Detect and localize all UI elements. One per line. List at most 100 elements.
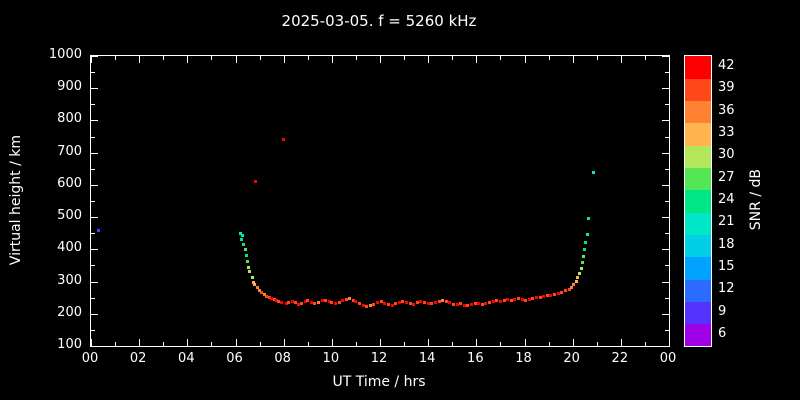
x-minor-tick [548, 342, 550, 346]
data-point [252, 280, 256, 284]
x-minor-tick [115, 342, 117, 346]
data-point [586, 216, 590, 220]
data-point [545, 294, 549, 298]
y-minor-tick [665, 72, 669, 74]
x-tick [187, 339, 189, 346]
y-minor-tick [91, 265, 95, 267]
y-tick [91, 281, 98, 283]
data-point [241, 234, 245, 238]
x-tick-label: 18 [515, 351, 532, 366]
data-point [341, 299, 345, 303]
y-tick-label: 800 [57, 111, 82, 127]
x-tick [669, 56, 670, 63]
data-point [313, 301, 317, 305]
data-point [444, 300, 448, 304]
x-tick [428, 56, 430, 63]
data-point [567, 287, 571, 291]
data-point [415, 301, 419, 305]
x-tick [331, 339, 333, 346]
data-point [368, 303, 372, 307]
x-tick [91, 56, 92, 63]
x-tick [524, 56, 526, 63]
data-point [330, 301, 334, 305]
data-point [284, 301, 288, 305]
data-point [270, 297, 274, 301]
colorbar-segment [685, 323, 711, 347]
data-point [348, 297, 352, 301]
x-tick-label: 02 [129, 351, 147, 366]
colorbar-tick-label: 30 [718, 147, 735, 163]
x-minor-tick [404, 56, 406, 60]
x-tick [235, 56, 237, 63]
data-point [549, 293, 553, 297]
y-minor-tick [665, 201, 669, 202]
data-point [246, 260, 250, 264]
data-point [327, 300, 331, 304]
colorbar-segment [685, 78, 711, 102]
x-minor-tick [596, 56, 598, 60]
data-point [583, 248, 587, 252]
colorbar-segment [685, 234, 711, 258]
y-tick-label: 400 [57, 240, 82, 256]
data-point [352, 298, 355, 302]
y-tick [91, 88, 98, 90]
data-point [516, 297, 520, 301]
data-point [506, 298, 510, 302]
data-point [408, 301, 412, 305]
data-point [401, 300, 405, 304]
x-tick-label: 06 [226, 351, 243, 366]
colorbar-segment [685, 167, 711, 191]
y-tick [91, 313, 98, 315]
data-point [379, 300, 383, 304]
data-point [404, 300, 408, 304]
y-tick [662, 184, 669, 186]
x-tick-label: 14 [418, 351, 436, 366]
data-point [372, 302, 376, 306]
x-tick [283, 56, 285, 63]
x-tick [283, 339, 285, 346]
data-point [569, 285, 573, 289]
y-tick [662, 313, 669, 315]
x-tick-label: 22 [611, 351, 629, 366]
colorbar-tick-label: 12 [718, 281, 735, 297]
y-minor-tick [665, 329, 669, 331]
data-point [309, 300, 313, 304]
data-point [240, 238, 244, 242]
data-point [560, 290, 564, 294]
colorbar-segment [685, 279, 711, 302]
data-point [451, 302, 455, 306]
y-minor-tick [91, 233, 95, 235]
data-point [579, 266, 583, 270]
data-point [488, 301, 492, 305]
data-point [238, 232, 242, 236]
y-tick-label: 500 [57, 208, 82, 224]
data-point [282, 137, 286, 141]
data-point [437, 299, 441, 303]
y-tick [662, 217, 669, 219]
data-point [254, 180, 258, 184]
data-point [582, 254, 585, 258]
data-point [272, 298, 276, 302]
y-axis-label-text: Virtual height / km [8, 134, 24, 266]
y-tick-label: 600 [57, 175, 82, 191]
y-tick [662, 56, 669, 57]
data-point [277, 300, 281, 304]
y-minor-tick [91, 297, 95, 299]
data-point [333, 302, 337, 306]
data-point [324, 298, 328, 302]
colorbar-tick-label: 15 [718, 258, 735, 274]
data-point [386, 302, 390, 306]
y-tick [91, 346, 98, 347]
colorbar-tick-label: 39 [718, 80, 735, 96]
colorbar-segment [685, 56, 711, 79]
colorbar-tick-label: 9 [718, 303, 727, 319]
x-minor-tick [548, 56, 550, 60]
y-minor-tick [91, 136, 95, 138]
y-tick [91, 56, 98, 57]
x-tick [91, 339, 92, 346]
colorbar-segment [685, 212, 711, 235]
data-point [470, 303, 474, 307]
data-point [553, 292, 557, 296]
data-point [524, 298, 528, 302]
colorbar-segment [685, 145, 711, 169]
